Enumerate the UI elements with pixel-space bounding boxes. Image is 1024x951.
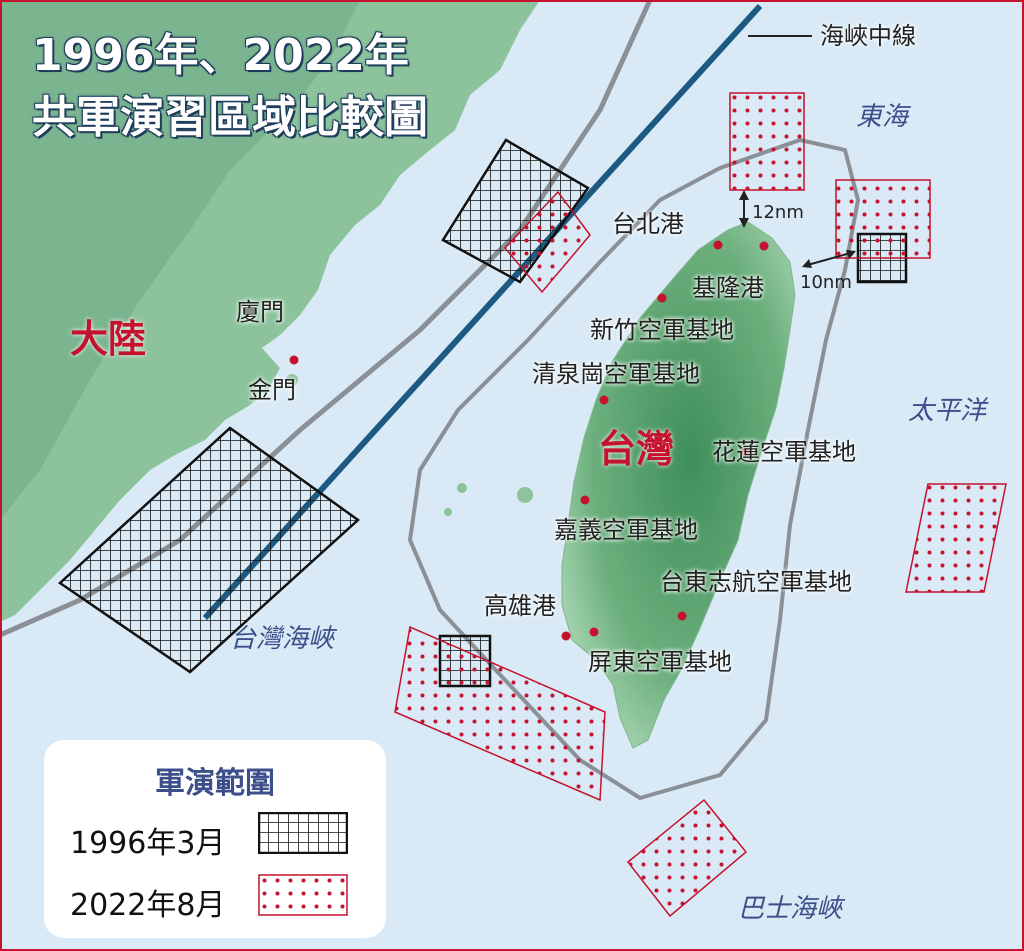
legend-label-1996: 1996年3月 [70,826,226,861]
kinmen-island [286,374,298,386]
place-label-xiamen: 廈門 [236,298,284,326]
distance-label-north: 12nm [752,202,804,223]
taiwan-island [561,221,796,749]
marker-hsinchu-airbase-icon [657,293,667,303]
place-label-kinmen: 金門 [248,376,296,404]
exercise-zone-2022-southwest [394,625,606,802]
marker-pingtung-airbase-icon [589,627,599,637]
sea-label-taiwan-strait: 台灣海峽 [230,624,335,654]
arrow-head-icon [846,250,856,259]
marker-chingchuankang-airbase-icon [599,395,609,405]
distance-label-northeast: 10nm [800,272,852,293]
title-line-2: 共軍演習區域比較圖 [32,92,428,143]
marker-kaohsiung-port-icon [561,631,571,641]
median-line-label: 海峽中線 [820,22,916,50]
place-label-taipei-port: 台北港 [612,210,684,238]
legend-swatch-2022-dots-icon [258,874,348,916]
place-markers [289,240,769,641]
marker-taitung-airbase-icon [677,611,687,621]
marker-kinmen-icon [289,355,299,365]
marker-taipei-port-icon [713,240,723,250]
sea-label-pacific-ocean: 太平洋 [908,396,987,426]
place-label-pingtung-airbase: 屏東空軍基地 [588,648,732,676]
place-label-chiayi-airbase: 嘉義空軍基地 [554,516,698,544]
marker-chiayi-airbase-icon [580,495,590,505]
exercise-zone-1996-north [441,138,590,284]
exercise-zone-2022-strait [503,190,591,294]
arrow-head-icon [739,190,749,200]
sea-label-east-china-sea: 東海 [856,102,909,132]
exercise-zone-2022-north [729,92,805,191]
place-label-kaohsiung-port: 高雄港 [484,592,556,620]
legend-swatch-1996-grid-icon [258,812,348,854]
islet [444,508,452,516]
place-label-keelung-port: 基隆港 [692,274,764,302]
legend: 軍演範圍 1996年3月 2022年8月 [44,740,386,938]
place-label-hualien-airbase: 花蓮空軍基地 [712,438,856,466]
penghu-islands [517,487,533,503]
title-line-1: 1996年、2022年 [32,30,409,81]
exercise-zone-1996-south [57,426,360,674]
place-label-taitung-chihhang-airbase: 台東志航空軍基地 [660,568,852,596]
region-label-mainland: 大陸 [70,317,147,361]
exercise-zone-2022-south [626,798,748,918]
region-label-taiwan: 台灣 [598,427,675,471]
exercise-zone-2022-northeast [835,179,931,259]
marker-hualien-airbase-icon [741,447,751,457]
exercise-zone-2022-east [905,483,1007,593]
mainland-relief [0,0,360,520]
legend-title: 軍演範圍 [155,766,275,801]
marker-keelung-port-icon [759,241,769,251]
arrow-head-icon [802,259,812,268]
islet [457,483,467,493]
place-label-hsinchu-airbase: 新竹空軍基地 [590,316,734,344]
sea-label-bashi-channel: 巴士海峽 [738,894,843,924]
arrow-head-icon [739,218,749,228]
legend-label-2022: 2022年8月 [70,888,226,923]
distance-arrow-northeast [803,251,855,267]
place-label-chingchuankang-airbase: 清泉崗空軍基地 [532,360,700,388]
